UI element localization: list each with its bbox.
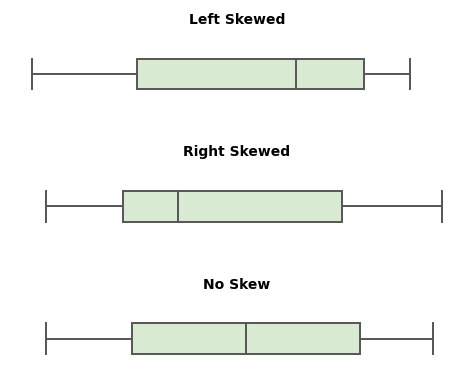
FancyBboxPatch shape <box>137 59 365 89</box>
FancyBboxPatch shape <box>132 323 360 354</box>
FancyBboxPatch shape <box>123 191 342 222</box>
Title: Right Skewed: Right Skewed <box>183 146 291 159</box>
Title: No Skew: No Skew <box>203 278 271 292</box>
Title: Left Skewed: Left Skewed <box>189 13 285 27</box>
